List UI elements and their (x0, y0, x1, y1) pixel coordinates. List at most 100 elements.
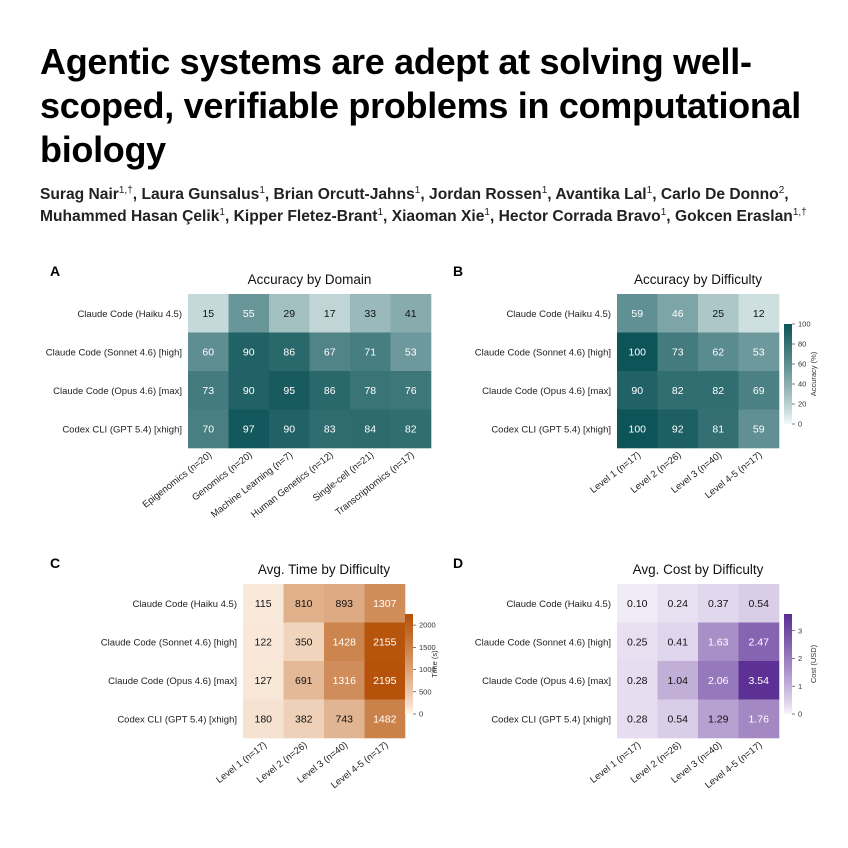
cell-value-label: 1482 (373, 714, 397, 726)
heatmap-cell (617, 661, 658, 700)
cell-value-label: 100 (628, 347, 646, 359)
cell-value-label: 1316 (333, 675, 357, 687)
heatmap-cell (698, 332, 739, 372)
heatmap-cell (228, 294, 270, 333)
row-label: Claude Code (Haiku 4.5) (506, 599, 611, 610)
row-label: Codex CLI (GPT 5.4) [xhigh] (491, 714, 611, 725)
heatmap-cell (657, 622, 699, 662)
heatmap-cell (269, 409, 310, 449)
heatmap-cell (657, 661, 699, 700)
cell-value-label: 53 (753, 347, 765, 359)
colorbar-tick-label: 500 (419, 687, 432, 696)
cell-value-label: 46 (672, 308, 684, 320)
cell-value-label: 810 (295, 598, 313, 610)
heatmap-cell (617, 294, 658, 333)
cell-value-label: 180 (254, 714, 272, 726)
heatmap-cell (283, 584, 325, 623)
heatmap-cell (738, 294, 780, 333)
heatmap-panel-a: A Accuracy by Domain 15 55 29 17 33 41 60 90 86 67 7… (46, 263, 432, 521)
heatmap-cell (283, 661, 325, 700)
cell-value-label: 82 (672, 385, 684, 397)
cell-value-label: 71 (364, 347, 376, 359)
row-label: Claude Code (Opus 4.6) [max] (53, 386, 182, 397)
cell-value-label: 67 (324, 347, 336, 359)
heatmap-cell (617, 371, 658, 410)
cell-value-label: 893 (335, 598, 353, 610)
heatmap-cell (364, 622, 406, 662)
heatmap-cell (657, 699, 699, 739)
column-label: Transcriptomics (n=17) (333, 450, 416, 518)
heatmap-cell (698, 622, 739, 662)
cell-value-label: 55 (243, 308, 255, 320)
cell-value-label: 1.04 (668, 675, 689, 687)
row-label: Codex CLI (GPT 5.4) [xhigh] (117, 714, 237, 725)
heatmap-cell (228, 409, 270, 449)
column-label: Epigenomics (n=20) (141, 450, 215, 511)
cell-value-label: 691 (295, 675, 313, 687)
author-name: Brian Orcutt-Jahns (273, 186, 415, 203)
cell-value-label: 382 (295, 714, 313, 726)
cell-value-label: 60 (202, 347, 214, 359)
author-name: Gokcen Eraslan (674, 208, 793, 225)
colorbar-label: Accuracy (%) (809, 351, 818, 396)
heatmap-cell (390, 409, 432, 449)
cell-value-label: 62 (712, 347, 724, 359)
cell-value-label: 0.54 (749, 598, 770, 610)
page-title: Agentic systems are adept at solving wel… (40, 41, 801, 170)
heatmap-cell (738, 699, 780, 739)
cell-value-label: 59 (753, 424, 765, 436)
cell-value-label: 53 (405, 347, 417, 359)
colorbar-tick-label: 0 (798, 710, 802, 719)
heatmap-cell (390, 332, 432, 372)
cell-value-label: 3.54 (749, 675, 770, 687)
heatmap-cell (617, 409, 658, 449)
heatmap-cell (657, 584, 699, 623)
cell-value-label: 97 (243, 424, 255, 436)
heatmap-cell (324, 699, 365, 739)
colorbar-label: Time (s) (430, 650, 439, 678)
heatmap-cell (657, 409, 699, 449)
author-name: Carlo De Donno (660, 186, 779, 203)
cell-value-label: 2195 (373, 675, 397, 687)
heatmap-cell (617, 332, 658, 372)
heatmap-cell (698, 294, 739, 333)
row-label: Claude Code (Opus 4.6) [max] (482, 386, 611, 397)
cell-value-label: 73 (202, 385, 214, 397)
cell-value-label: 2.47 (749, 637, 770, 649)
heatmap-cell (243, 699, 284, 739)
cell-value-label: 743 (335, 714, 353, 726)
heatmap-cell (364, 661, 406, 700)
row-label: Claude Code (Opus 4.6) [max] (108, 676, 237, 687)
heatmap-cell (698, 584, 739, 623)
author-name: Laura Gunsalus (141, 186, 260, 203)
cell-value-label: 78 (364, 385, 376, 397)
row-label: Claude Code (Haiku 4.5) (506, 309, 611, 320)
colorbar-tick-label: 0 (798, 420, 802, 429)
colorbar-tick-label: 1 (798, 682, 802, 691)
cell-value-label: 1.63 (708, 637, 729, 649)
heatmap-cell (698, 371, 739, 410)
author-affiliation: 1 (414, 185, 421, 196)
cell-value-label: 76 (405, 385, 417, 397)
panel-letter: C (50, 555, 60, 571)
chart-title: Accuracy by Domain (248, 272, 372, 287)
cell-value-label: 0.28 (627, 714, 648, 726)
colorbar-tick-label: 1500 (419, 643, 436, 652)
cell-value-label: 2155 (373, 637, 397, 649)
heatmap-cell (390, 294, 432, 333)
cell-value-label: 90 (243, 385, 255, 397)
cell-value-label: 100 (628, 424, 646, 436)
cell-value-label: 92 (672, 424, 684, 436)
cell-value-label: 0.54 (668, 714, 689, 726)
heatmap-cell (243, 622, 284, 662)
panel-letter: D (453, 555, 463, 571)
author-name: Kipper Fletez-Brant (233, 208, 378, 225)
author-affiliation: 1 (660, 207, 667, 218)
heatmap-panel-d: D Avg. Cost by Difficulty 0.10 0.24 0.37 0.54… (453, 555, 818, 791)
author-affiliation: 1,† (792, 207, 807, 218)
cell-value-label: 12 (753, 308, 765, 320)
cell-value-label: 25 (712, 308, 724, 320)
heatmap-cell (228, 371, 270, 410)
heatmap-cell (738, 409, 780, 449)
cell-value-label: 86 (324, 385, 336, 397)
